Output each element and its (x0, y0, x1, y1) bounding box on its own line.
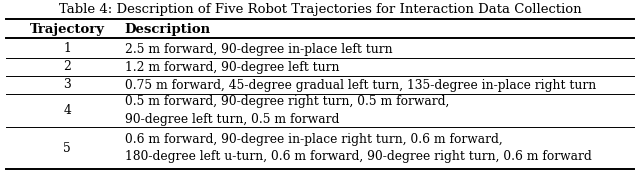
Text: 5: 5 (63, 142, 71, 154)
Text: Trajectory: Trajectory (29, 23, 105, 36)
Text: 3: 3 (63, 79, 71, 91)
Text: Description: Description (125, 23, 211, 36)
Text: 0.5 m forward, 90-degree right turn, 0.5 m forward,
90-degree left turn, 0.5 m f: 0.5 m forward, 90-degree right turn, 0.5… (125, 95, 449, 126)
Text: 1.2 m forward, 90-degree left turn: 1.2 m forward, 90-degree left turn (125, 60, 339, 74)
Text: 1: 1 (63, 43, 71, 56)
Text: 0.75 m forward, 45-degree gradual left turn, 135-degree in-place right turn: 0.75 m forward, 45-degree gradual left t… (125, 79, 596, 91)
Text: 2.5 m forward, 90-degree in-place left turn: 2.5 m forward, 90-degree in-place left t… (125, 43, 392, 56)
Text: Table 4: Description of Five Robot Trajectories for Interaction Data Collection: Table 4: Description of Five Robot Traje… (59, 4, 581, 17)
Text: 4: 4 (63, 104, 71, 117)
Text: 0.6 m forward, 90-degree in-place right turn, 0.6 m forward,
180-degree left u-t: 0.6 m forward, 90-degree in-place right … (125, 133, 591, 163)
Text: 2: 2 (63, 60, 71, 74)
